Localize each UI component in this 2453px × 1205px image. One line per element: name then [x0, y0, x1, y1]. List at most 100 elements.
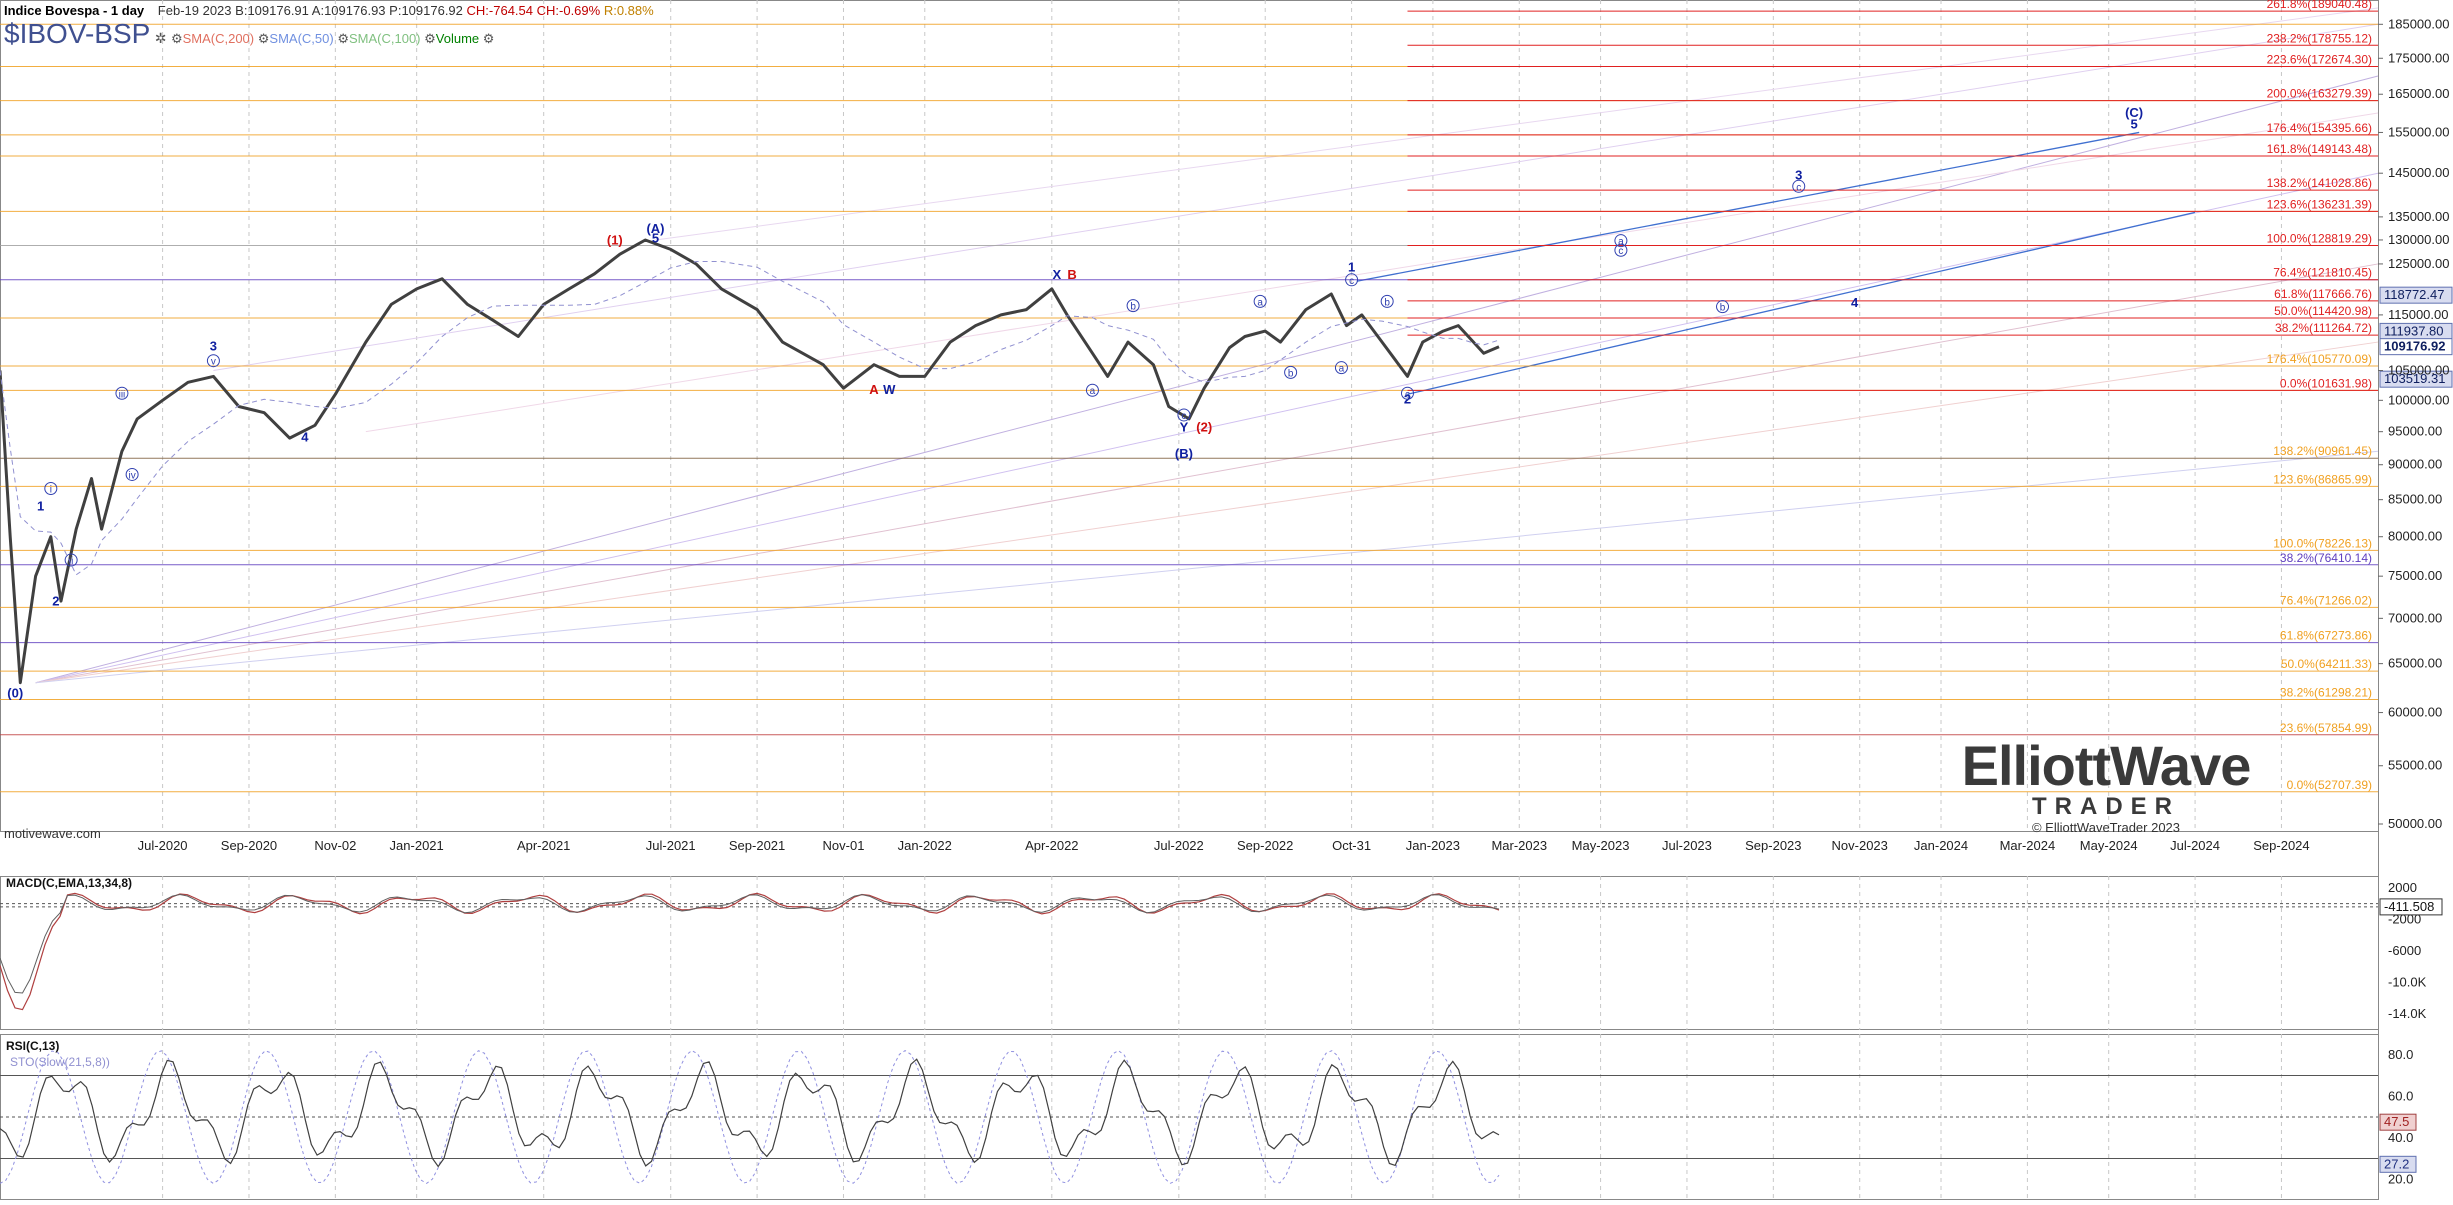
fib-level-label: 200.0%(163279.39)	[2267, 87, 2372, 101]
wave-label: (0)	[7, 685, 23, 700]
trend-fan-line	[35, 172, 2379, 684]
site-label: motivewave.com	[4, 826, 101, 841]
trend-fan-line	[35, 263, 2379, 684]
x-tick-label: Jan-2024	[1914, 838, 1968, 853]
overlay-label: SMA(C,100)	[348, 31, 421, 46]
overlay-settings-icon[interactable]: ⚙	[333, 31, 349, 46]
rsi-badge-label: 47.5	[2384, 1114, 2409, 1129]
x-tick-label: Nov-01	[823, 838, 865, 853]
header-bid: B:109176.91	[235, 3, 309, 18]
overlay-settings-icon[interactable]: ⚙	[420, 31, 436, 46]
x-tick-label: Nov-02	[314, 838, 356, 853]
wave-label: 1	[37, 499, 44, 514]
y-tick-label: 175000.00	[2388, 50, 2449, 65]
wave-circle-label: b	[1130, 302, 1136, 313]
header-date: Feb-19 2023	[157, 3, 232, 18]
macd-y-tick-label: 2000	[2388, 880, 2417, 895]
wave-circle-label: c	[1618, 246, 1623, 257]
fib-level-label: 76.4%(121810.45)	[2273, 266, 2372, 280]
price-badge-label: 111937.80	[2384, 323, 2444, 338]
fib-level-label: 261.8%(189040.48)	[2267, 0, 2372, 11]
wave-circle-label: i	[50, 485, 52, 496]
wave-circle	[1334, 361, 1348, 375]
x-tick-label: Jul-2020	[138, 838, 188, 853]
wave-circle-label: b	[1384, 297, 1390, 308]
header-change-pct: CH:-0.69%	[536, 3, 601, 18]
overlay-settings-icon[interactable]: ⚙	[254, 31, 270, 46]
fib-level-label: 0.0%(52707.39)	[2287, 778, 2372, 792]
y-tick-label: 80000.00	[2388, 529, 2442, 544]
wave-circle-label: ii	[69, 556, 73, 567]
symbol-row: $IBOV-BSP ✲ ⚙SMA(C,200) ⚙SMA(C,50) ⚙SMA(…	[4, 18, 494, 50]
x-tick-label: Sep-2022	[1237, 838, 1293, 853]
overlay-settings-icon[interactable]: ⚙	[479, 31, 495, 46]
x-tick-label: Jul-2022	[1154, 838, 1204, 853]
wave-circle-label: c	[1796, 182, 1801, 193]
fib-level-label: 61.8%(117666.76)	[2274, 287, 2372, 301]
wave-label: 3	[210, 338, 217, 353]
rsi-badge	[2379, 1113, 2417, 1131]
rsi-y-tick-label: 20.0	[2388, 1171, 2413, 1186]
y-tick-label: 75000.00	[2388, 568, 2442, 583]
wave-circle	[1284, 365, 1298, 379]
x-tick-label: Sep-2023	[1745, 838, 1801, 853]
wave-label: (2)	[1196, 420, 1212, 435]
wave-circle	[1126, 299, 1140, 313]
wave-circle-label: b	[1720, 303, 1726, 314]
wave-circle-label: a	[1618, 237, 1624, 248]
trend-fan-line	[35, 341, 2379, 684]
wave-label: X	[1053, 267, 1062, 282]
x-tick-label: Jul-2021	[646, 838, 696, 853]
wave-label: 5	[652, 230, 659, 245]
macd-signal-curve	[0, 893, 1500, 994]
y-tick-label: 50000.00	[2388, 816, 2442, 831]
wave-circle	[125, 467, 139, 481]
x-tick-label: Sep-2024	[2253, 838, 2309, 853]
x-tick-label: Mar-2023	[1491, 838, 1547, 853]
fib-level-label: 0.0%(101631.98)	[2280, 376, 2372, 390]
x-tick-label: Jan-2022	[898, 838, 952, 853]
macd-title: MACD(C,EMA,13,34,8)	[6, 876, 132, 890]
wave-label: 4	[1851, 295, 1859, 310]
x-tick-label: Apr-2022	[1025, 838, 1078, 853]
overlay-settings-icon[interactable]: ⚙	[170, 31, 183, 46]
forecast-channel-lower	[1407, 211, 2196, 395]
ewt-logo: ElliottWave TRADER © ElliottWaveTrader 2…	[1956, 738, 2256, 836]
x-tick-label: May-2023	[1572, 838, 1630, 853]
header-bar: Indice Bovespa - 1 day Feb-19 2023 B:109…	[4, 3, 654, 19]
x-tick-label: Jan-2023	[1406, 838, 1460, 853]
logo-brand-top: ElliottWave	[1961, 734, 2252, 797]
wave-label: (C)	[2125, 105, 2143, 120]
x-tick-label: Nov-2023	[1832, 838, 1888, 853]
x-tick-label: Oct-31	[1332, 838, 1371, 853]
wave-circle	[64, 553, 78, 567]
symbol-name: $IBOV-BSP	[4, 18, 151, 49]
wave-circle	[1177, 408, 1191, 422]
wave-circle	[115, 386, 129, 400]
fib-level-label: 23.6%(57854.99)	[2280, 721, 2372, 735]
y-tick-label: 85000.00	[2388, 492, 2442, 507]
wave-label: (A)	[646, 221, 664, 236]
header-range: R:0.88%	[603, 3, 654, 18]
price-badge-bg	[2379, 338, 2453, 356]
forecast-channel-upper	[1356, 131, 2140, 282]
wave-label: 2	[52, 593, 59, 608]
wave-circle	[1085, 383, 1099, 397]
y-tick-label: 55000.00	[2388, 758, 2442, 773]
rsi-title: RSI(C,13)	[6, 1039, 59, 1053]
sto-badge	[2379, 1155, 2417, 1173]
trend-fan-line	[213, 23, 2379, 371]
wave-circle	[1792, 179, 1806, 193]
x-tick-label: Jan-2021	[390, 838, 444, 853]
y-tick-label: 90000.00	[2388, 457, 2442, 472]
wave-circle-label: a	[1339, 364, 1345, 375]
rsi-y-tick-label: 60.0	[2388, 1088, 2413, 1103]
price-badge-label: 109176.92	[2384, 339, 2445, 354]
x-tick-label: Sep-2020	[221, 838, 277, 853]
macd-value-label: -411.508	[2384, 899, 2434, 914]
fib-level-label: 161.8%(149143.48)	[2267, 142, 2372, 156]
wave-circle	[44, 482, 58, 496]
wave-circle	[1400, 386, 1414, 400]
wave-label: 5	[2130, 117, 2137, 132]
gear-icon[interactable]: ✲	[154, 30, 167, 46]
